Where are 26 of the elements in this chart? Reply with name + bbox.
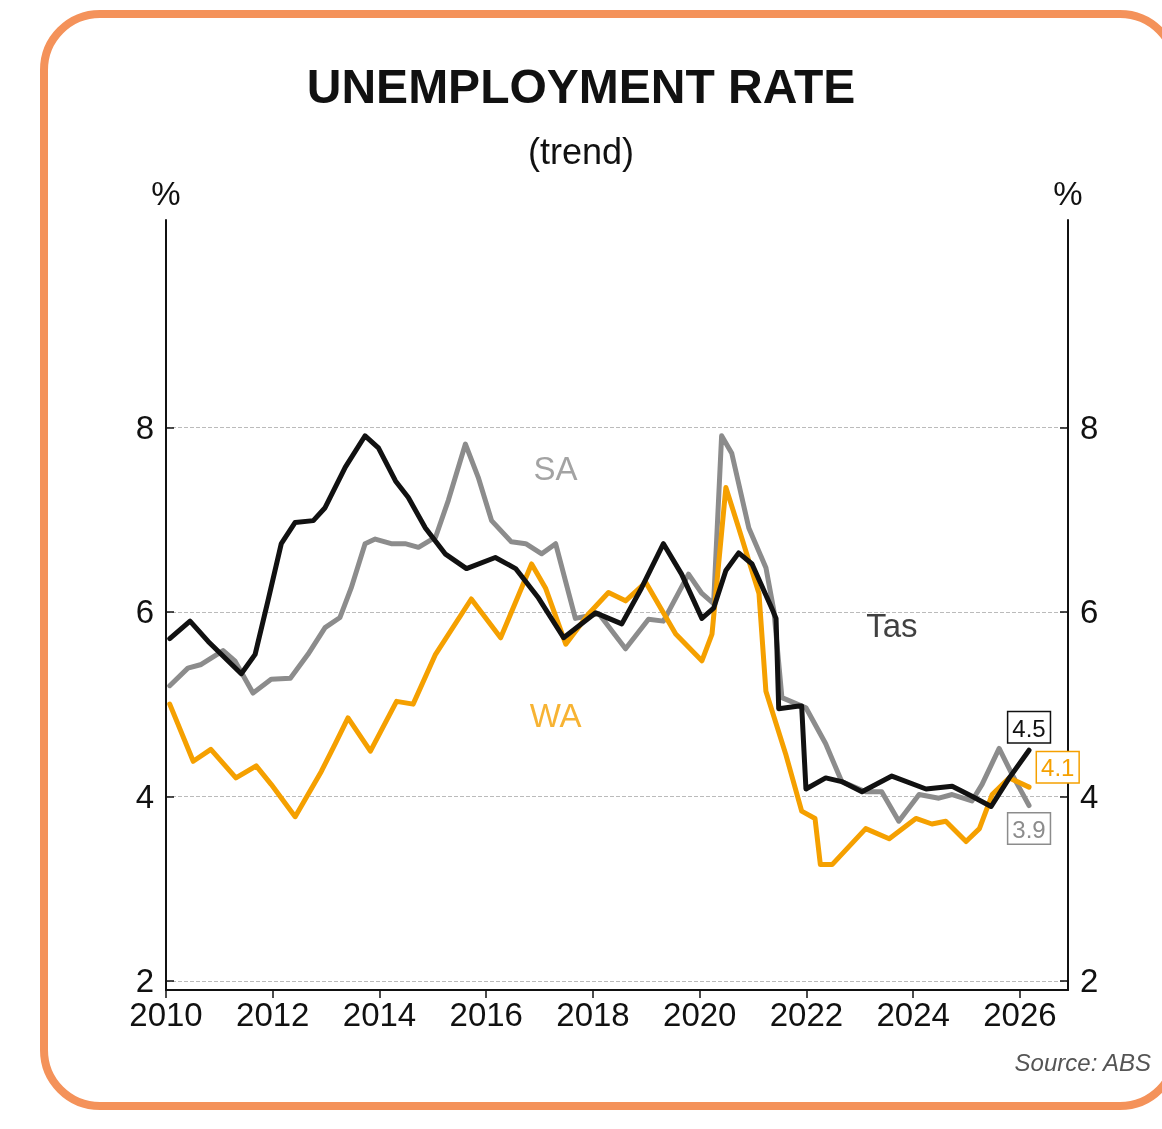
y-tick-label: 6 bbox=[135, 593, 154, 631]
y2-tick-label: 4 bbox=[1080, 777, 1099, 815]
x-tick-label: 2014 bbox=[342, 996, 417, 1033]
y2-axis-title: % bbox=[1053, 175, 1083, 212]
y-tick-label: 4 bbox=[135, 777, 154, 815]
y-axis-title: % bbox=[151, 175, 181, 212]
x-tick-label: 2012 bbox=[236, 996, 310, 1033]
series-label: WA bbox=[529, 696, 582, 734]
data-label: 4.1 bbox=[1041, 753, 1075, 781]
x-tick-label: 2018 bbox=[556, 996, 630, 1033]
x-tick-label: 2020 bbox=[663, 996, 737, 1033]
source-note: Source: ABS bbox=[1014, 1048, 1152, 1076]
data-label: 3.9 bbox=[1012, 816, 1046, 844]
series-label: SA bbox=[533, 450, 578, 488]
x-tick-label: 2026 bbox=[983, 996, 1057, 1033]
chart-title: UNEMPLOYMENT RATE bbox=[306, 59, 856, 113]
x-tick-label: 2016 bbox=[449, 996, 523, 1033]
chart-subtitle: (trend) bbox=[527, 130, 635, 172]
y-tick-label: 8 bbox=[135, 408, 154, 446]
x-tick-label: 2022 bbox=[769, 996, 844, 1033]
y2-tick-label: 6 bbox=[1080, 593, 1099, 631]
data-label: 4.5 bbox=[1012, 714, 1046, 742]
y2-tick-label: 8 bbox=[1080, 408, 1099, 446]
text: Tas bbox=[866, 607, 918, 645]
y2-tick-label: 2 bbox=[1080, 962, 1099, 1000]
x-tick-label: 2024 bbox=[876, 996, 950, 1033]
